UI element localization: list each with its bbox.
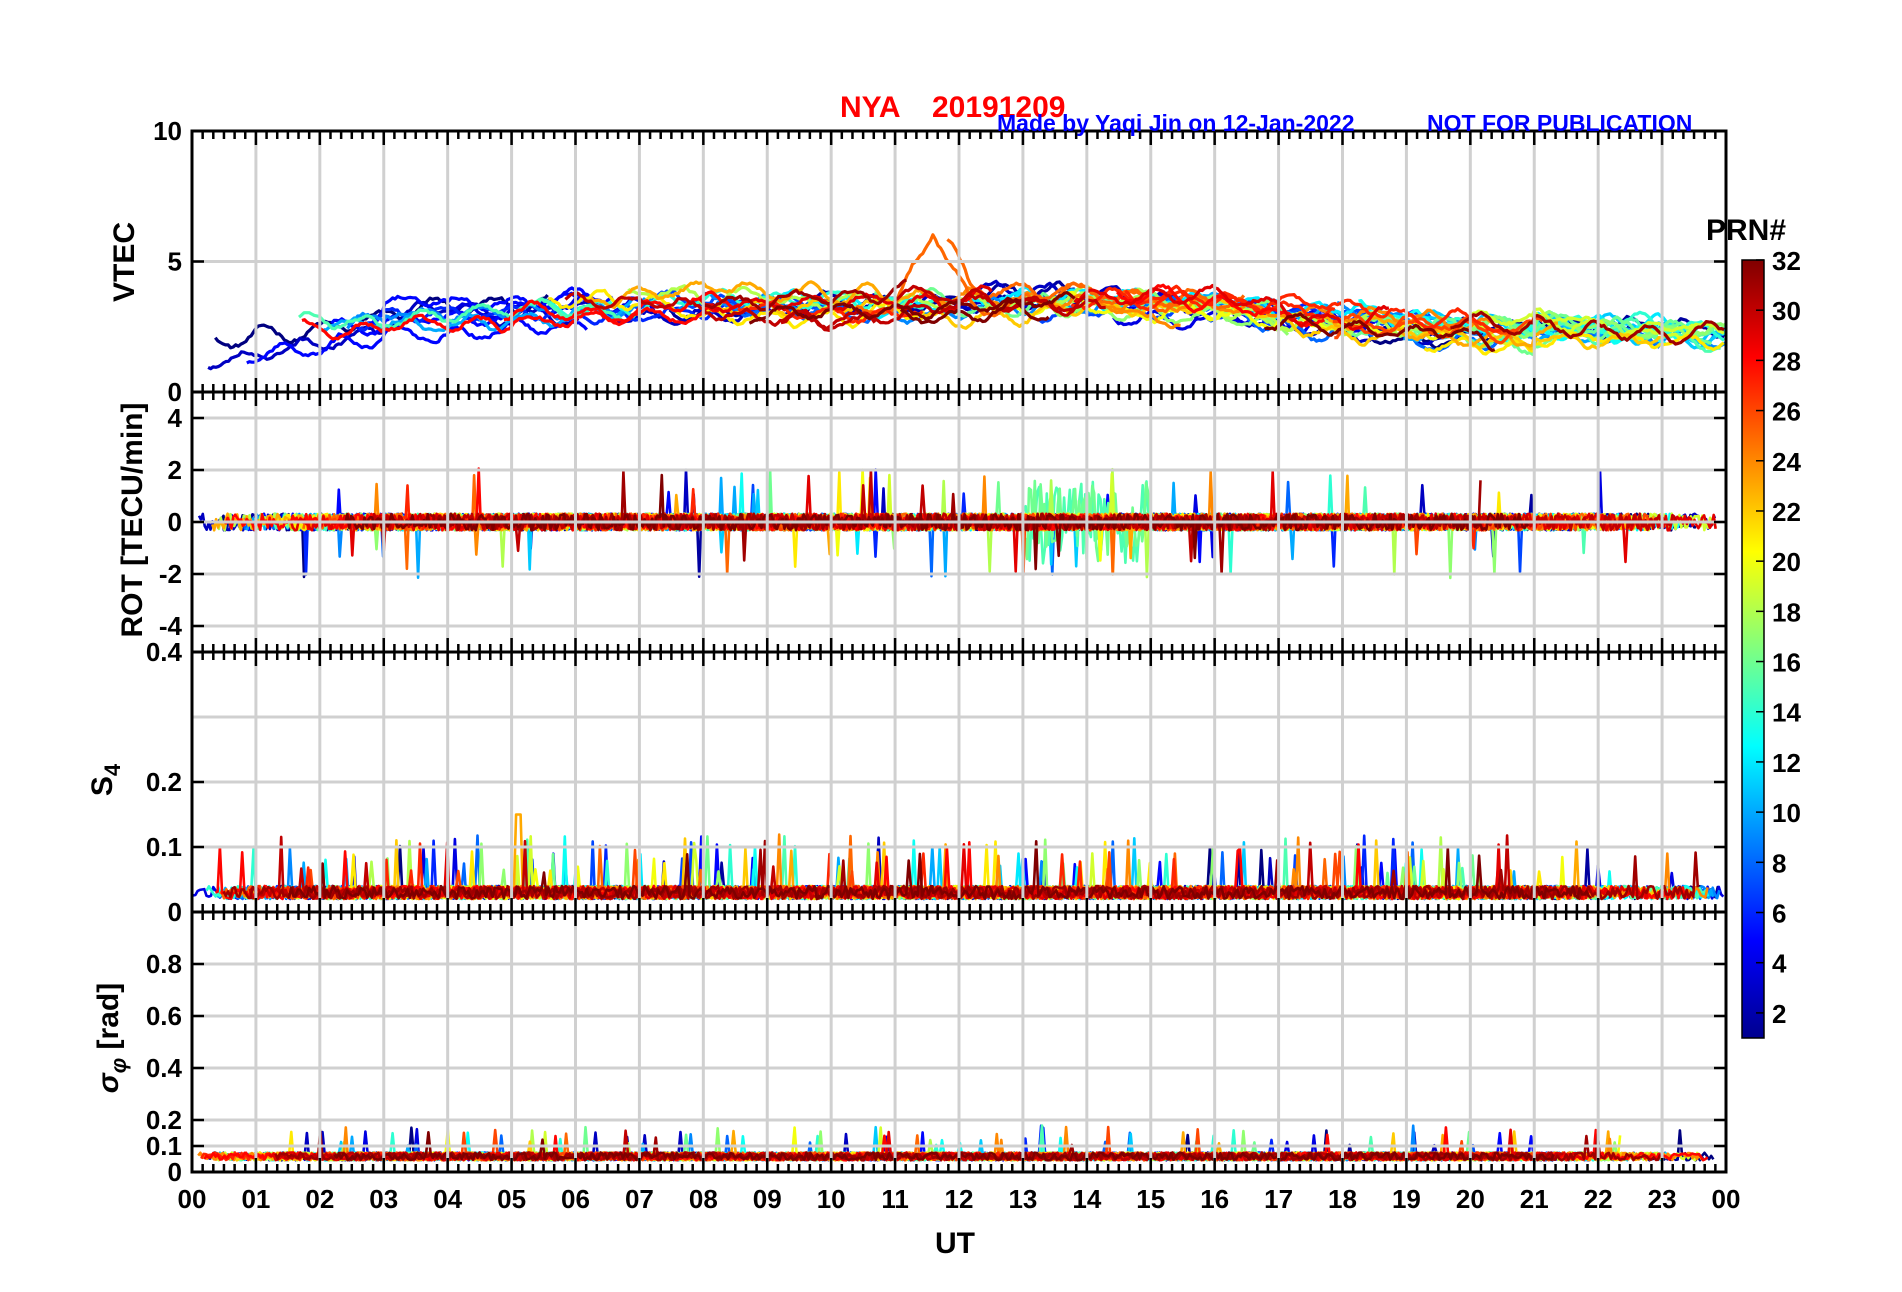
x-tick-label: 01 (241, 1184, 270, 1214)
x-tick-label: 19 (1392, 1184, 1421, 1214)
colorbar-tick-label: 18 (1772, 597, 1801, 627)
date-title: 20191209 (932, 91, 1065, 124)
vtec-series (246, 316, 589, 365)
svg-text:S4: S4 (86, 763, 125, 796)
vtec-series (1263, 312, 1496, 352)
y-tick-label: 0.4 (146, 637, 183, 667)
y-tick-label: 0.1 (146, 1131, 182, 1161)
y-tick-label: -4 (159, 611, 183, 641)
y-tick-label: 0.1 (146, 832, 182, 862)
x-tick-label: 13 (1008, 1184, 1037, 1214)
x-tick-label: 08 (689, 1184, 718, 1214)
vtec-ylabel: VTEC (108, 222, 141, 302)
grid-layer (192, 131, 1726, 1172)
x-tick-label: 18 (1328, 1184, 1357, 1214)
rot-ylabel: ROT [TECU/min] (116, 403, 149, 638)
s4-series (287, 840, 1592, 901)
x-ticks: 00 01 02 03 04 05 06 07 08 09 10 11 12 13 14 15 16 17 18 19… (178, 1184, 1741, 1214)
colorbar-tick-label: 14 (1772, 698, 1801, 728)
colorbar-tick-label: 24 (1772, 447, 1801, 477)
vtec-series (298, 297, 623, 331)
x-tick-label: 22 (1584, 1184, 1613, 1214)
y-tick-label: 0 (168, 507, 182, 537)
vtec-series (748, 296, 1050, 325)
s4-ylabel: S4 (86, 763, 125, 796)
x-axis-label: UT (935, 1227, 975, 1260)
vtec-series (503, 290, 741, 323)
x-tick-label: 00 (178, 1184, 207, 1214)
colorbar-tick-label: 6 (1772, 899, 1786, 929)
x-tick-label: 21 (1520, 1184, 1549, 1214)
colorbar-tick-label: 16 (1772, 648, 1801, 678)
colorbar-tick-label: 28 (1772, 346, 1801, 376)
y-tick-label: -2 (159, 559, 182, 589)
x-tick-label: 12 (945, 1184, 974, 1214)
x-tick-label: 07 (625, 1184, 654, 1214)
y-tick-label: 0.6 (146, 1001, 182, 1031)
colorbar-tick-label: 32 (1772, 246, 1801, 276)
x-tick-label: 23 (1648, 1184, 1677, 1214)
x-tick-label: 02 (305, 1184, 334, 1214)
x-tick-label: 10 (817, 1184, 846, 1214)
y-tick-label: 0.8 (146, 949, 182, 979)
credit-annotation: Made by Yaqi Jin on 12-Jan-2022 (997, 110, 1355, 136)
colorbar-tick-label: 20 (1772, 547, 1801, 577)
y-tick-label: 0.2 (146, 1105, 182, 1135)
x-tick-label: 14 (1072, 1184, 1101, 1214)
colorbar-tick-label: 2 (1772, 999, 1786, 1029)
y-tick-label: 0 (168, 897, 182, 927)
vtec-series (1444, 307, 1725, 340)
x-tick-label: 15 (1136, 1184, 1165, 1214)
colorbar-tick-label: 8 (1772, 848, 1786, 878)
vtec-series (1450, 310, 1725, 346)
x-tick-label: 03 (369, 1184, 398, 1214)
frame-layer (190, 129, 1728, 1174)
y-tick-label: 4 (168, 403, 183, 433)
vtec-series (780, 293, 1106, 332)
x-tick-label: 05 (497, 1184, 526, 1214)
y-tick-label: 10 (153, 116, 182, 146)
colorbar-tick-label: 10 (1772, 798, 1801, 828)
vtec-series (918, 295, 1240, 330)
colorbar-tick-label: 4 (1772, 949, 1787, 979)
colorbar-tick-label: 26 (1772, 397, 1801, 427)
x-tick-label: 09 (753, 1184, 782, 1214)
x-tick-label: 04 (433, 1184, 462, 1214)
y-tick-label: 0 (168, 377, 182, 407)
vtec-series (1073, 283, 1390, 331)
svg-text:σφ [rad]: σφ [rad] (92, 983, 131, 1093)
colorbar (1741, 259, 1765, 1039)
y-tick-label: 2 (168, 455, 182, 485)
s4-series (222, 839, 1700, 901)
vtec-series (1107, 295, 1514, 340)
sigma-phi-ylabel: σφ [rad] (92, 983, 131, 1093)
colorbar-tick-label: 12 (1772, 748, 1801, 778)
x-tick-label: 06 (561, 1184, 590, 1214)
colorbar-tick-label: 22 (1772, 497, 1801, 527)
station-title: NYA (840, 91, 901, 124)
y-tick-label: 0.4 (146, 1053, 183, 1083)
colorbar-tick-label: 30 (1772, 296, 1801, 326)
colorbar-title: PRN# (1706, 214, 1786, 247)
vtec-series (701, 278, 907, 312)
y-tick-label: 0 (168, 1157, 182, 1187)
y-tick-label: 5 (168, 247, 182, 277)
x-tick-label: 16 (1200, 1184, 1229, 1214)
vtec-series (899, 291, 1076, 325)
x-tick-label: 00 (1712, 1184, 1741, 1214)
x-tick-label: 17 (1264, 1184, 1293, 1214)
x-tick-label: 11 (881, 1184, 909, 1214)
notice-annotation: NOT FOR PUBLICATION (1427, 110, 1692, 136)
sigma-phi-series (333, 1131, 1555, 1162)
y-tick-label: 0.2 (146, 767, 182, 797)
x-tick-label: 20 (1456, 1184, 1485, 1214)
